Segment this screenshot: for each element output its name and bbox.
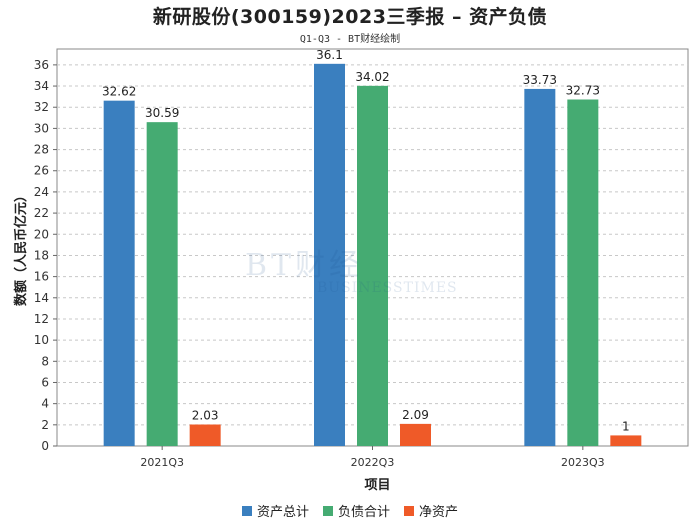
bar-chart: 02468101214161820222426283032343632.6230…: [13, 48, 689, 493]
bar-liabilities-2022Q3: [357, 85, 388, 446]
y-tick-label: 20: [34, 227, 49, 241]
chart-subtitle: Q1-Q3 - BT财经绘制: [299, 34, 401, 45]
y-tick-label: 0: [41, 439, 49, 453]
legend: 资产总计 负债合计 净资产: [0, 501, 700, 520]
y-tick-label: 14: [34, 291, 49, 305]
data-label-liabilities-2021Q3: 30.59: [145, 106, 179, 120]
y-axis-label: 数额（人民币亿元）: [13, 189, 29, 306]
legend-label-assets: 资产总计: [256, 505, 309, 520]
y-tick-label: 12: [34, 312, 49, 326]
bar-net-assets-2023Q3: [610, 435, 642, 446]
y-tick-label: 22: [34, 206, 49, 220]
y-tick-label: 30: [34, 121, 49, 135]
legend-item-net-assets[interactable]: 净资产: [404, 501, 458, 520]
data-label-liabilities-2023Q3: 32.73: [566, 83, 600, 97]
x-axis-label: 项目: [364, 478, 390, 493]
data-label-liabilities-2022Q3: 34.02: [355, 70, 389, 84]
y-tick-label: 24: [34, 185, 49, 199]
bar-liabilities-2023Q3: [567, 99, 599, 446]
legend-item-liabilities[interactable]: 负债合计: [322, 501, 390, 520]
y-tick-label: 10: [34, 333, 49, 347]
legend-swatch-net-assets: [404, 505, 414, 516]
y-tick-label: 6: [41, 375, 49, 389]
y-tick-label: 34: [34, 79, 49, 93]
bar-assets-2021Q3: [103, 100, 135, 446]
x-tick-label: 2023Q3: [561, 456, 605, 469]
y-tick-label: 26: [34, 164, 49, 178]
bar-net-assets-2021Q3: [189, 424, 221, 446]
legend-item-assets[interactable]: 资产总计: [241, 501, 309, 520]
data-label-assets-2022Q3: 36.1: [316, 48, 343, 62]
legend-swatch-liabilities: [322, 505, 333, 516]
y-tick-label: 18: [34, 248, 49, 262]
y-tick-label: 2: [41, 418, 49, 432]
y-tick-label: 28: [34, 143, 49, 157]
data-label-net-assets-2021Q3: 2.03: [192, 409, 219, 423]
y-tick-label: 16: [34, 270, 49, 284]
legend-label-liabilities: 负债合计: [337, 505, 390, 520]
bar-liabilities-2021Q3: [146, 122, 178, 446]
data-label-net-assets-2023Q3: 1: [622, 419, 630, 433]
data-label-assets-2021Q3: 32.62: [102, 85, 136, 99]
bar-net-assets-2022Q3: [400, 423, 431, 446]
y-tick-label: 36: [34, 58, 49, 72]
y-tick-label: 8: [41, 354, 49, 368]
x-tick-label: 2021Q3: [140, 456, 184, 469]
legend-swatch-assets: [241, 505, 252, 516]
x-tick-label: 2022Q3: [351, 456, 395, 469]
data-label-net-assets-2022Q3: 2.09: [402, 408, 429, 422]
chart-title: 新研股份(300159)2023三季报 – 资产负债: [152, 6, 548, 28]
bar-assets-2023Q3: [524, 88, 556, 446]
y-tick-label: 4: [41, 397, 49, 411]
legend-label-net-assets: 净资产: [419, 505, 459, 520]
bar-assets-2022Q3: [314, 63, 345, 446]
data-label-assets-2023Q3: 33.73: [523, 73, 557, 87]
y-tick-label: 32: [34, 100, 49, 114]
